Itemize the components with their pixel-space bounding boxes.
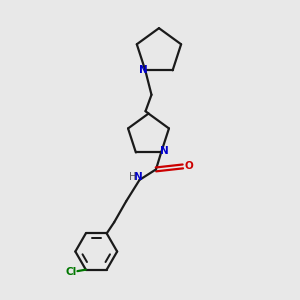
Text: N: N bbox=[160, 146, 169, 156]
Text: O: O bbox=[184, 161, 193, 171]
Text: Cl: Cl bbox=[65, 267, 76, 277]
Text: H: H bbox=[129, 172, 136, 182]
Text: N: N bbox=[140, 65, 148, 75]
Text: N: N bbox=[134, 172, 142, 182]
